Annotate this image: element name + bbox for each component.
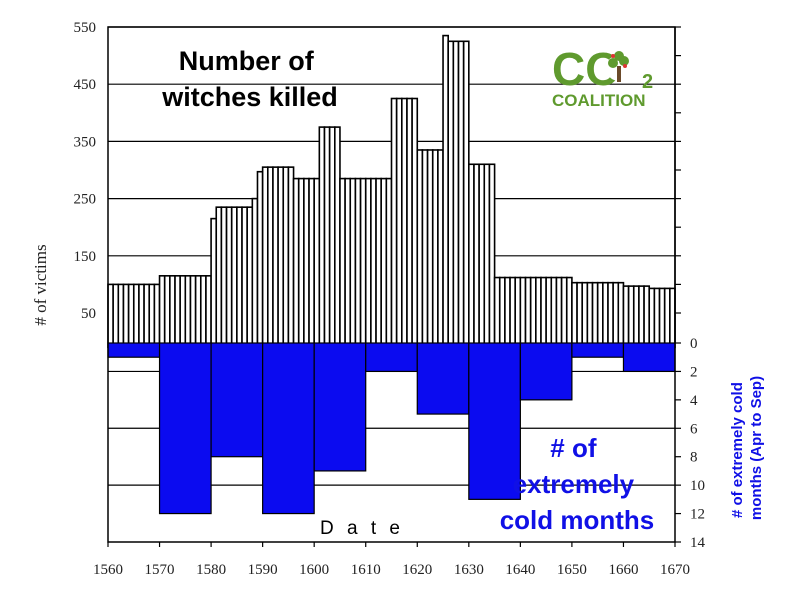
- right-tick-0: 0: [690, 336, 698, 352]
- victim-bar-1669: [669, 287, 676, 349]
- left-tick-250: 250: [74, 192, 97, 208]
- left-axis-ticks: 550 450 350 250 150 50: [74, 20, 97, 322]
- x-tick-1570: 1570: [145, 562, 175, 578]
- right-tick-14: 14: [690, 535, 706, 551]
- cold-bar-1620: [416, 342, 470, 415]
- chart-title-line-1: Number of: [179, 46, 315, 76]
- cold-bar-1630: [468, 342, 521, 500]
- left-tick-550: 550: [74, 20, 97, 36]
- x-tick-1620: 1620: [402, 562, 432, 578]
- cold-bar-1580: [210, 342, 264, 458]
- cold-bar-1590: [262, 342, 315, 515]
- chart-title-line-2: witches killed: [161, 82, 338, 112]
- cold-months-label-line-3: cold months: [500, 505, 655, 535]
- right-tick-8: 8: [690, 450, 698, 466]
- x-tick-1630: 1630: [454, 562, 484, 578]
- right-tick-10: 10: [690, 478, 705, 494]
- logo-coalition-text: COALITION: [552, 91, 646, 110]
- left-tick-50: 50: [81, 306, 96, 322]
- tree-icon: [606, 51, 632, 82]
- right-tick-12: 12: [690, 507, 705, 523]
- cold-bar-1610: [365, 342, 418, 373]
- right-axis-label-line-2: months (Apr to Sep): [748, 376, 765, 520]
- x-tick-1610: 1610: [351, 562, 381, 578]
- victim-bars: [107, 34, 676, 349]
- x-axis-ticks: 1560 1570 1580 1590 1600 1610 1620 1630 1640 1650…: [93, 542, 690, 578]
- cold-months-label-line-1: # of: [550, 433, 597, 463]
- logo-two-text: 2: [642, 71, 653, 93]
- co2-coalition-logo: CO 2 COALITION: [552, 43, 653, 110]
- x-tick-1650: 1650: [557, 562, 587, 578]
- x-tick-1600: 1600: [299, 562, 329, 578]
- cold-bar-1660: [622, 342, 676, 373]
- right-axis-ticks: 0 2 4 6 8 10 12 14: [675, 26, 706, 551]
- cold-bar-1650: [571, 342, 625, 358]
- x-tick-1640: 1640: [505, 562, 535, 578]
- right-tick-4: 4: [690, 393, 698, 409]
- left-axis-label: # of victims: [31, 244, 50, 325]
- right-tick-6: 6: [690, 421, 698, 437]
- right-axis-label: # of extremely cold months (Apr to Sep): [729, 376, 765, 520]
- cold-bars: [107, 342, 676, 515]
- chart-title: Number of witches killed: [161, 46, 338, 112]
- cold-bar-1600: [313, 342, 367, 472]
- left-tick-150: 150: [74, 249, 97, 265]
- x-tick-1580: 1580: [196, 562, 226, 578]
- right-tick-2: 2: [690, 364, 698, 380]
- cold-bar-1560: [107, 342, 161, 358]
- x-axis-label: D a t e: [320, 518, 404, 539]
- x-tick-1560: 1560: [93, 562, 123, 578]
- cold-months-label: # of extremely cold months: [500, 433, 655, 535]
- cold-bar-1570: [158, 342, 212, 515]
- cold-months-label-line-2: extremely: [513, 469, 635, 499]
- left-tick-350: 350: [74, 134, 97, 150]
- right-axis-label-line-1: # of extremely cold: [729, 382, 746, 518]
- x-tick-1590: 1590: [248, 562, 278, 578]
- x-tick-1670: 1670: [660, 562, 690, 578]
- x-tick-1660: 1660: [608, 562, 638, 578]
- left-tick-450: 450: [74, 77, 97, 93]
- cold-bar-1640: [519, 342, 573, 401]
